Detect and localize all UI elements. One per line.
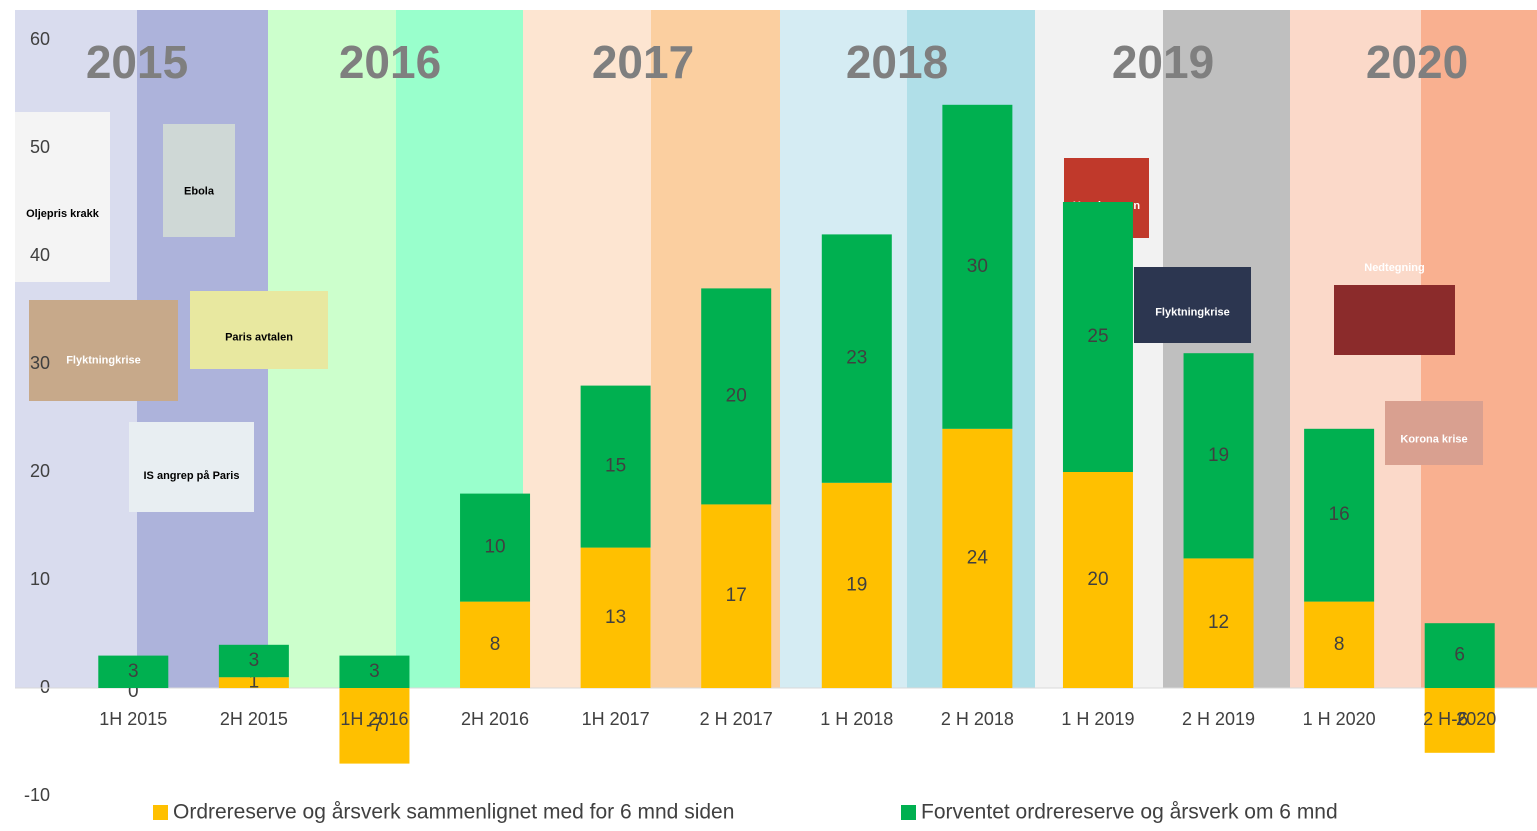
year-label: 2018 xyxy=(846,36,948,88)
value-label: 1 xyxy=(249,672,260,693)
annotation-image xyxy=(190,291,328,369)
x-tick-label: 2 H 2020 xyxy=(1423,709,1496,729)
legend-label: Forventet ordrereserve og årsverk om 6 m… xyxy=(921,801,1338,824)
bar-segment xyxy=(1062,472,1133,688)
bar-segment xyxy=(942,428,1013,688)
annotation-image xyxy=(163,124,235,237)
value-label: 24 xyxy=(967,547,989,568)
bar-segment xyxy=(821,482,892,688)
bar-segment xyxy=(1183,558,1254,688)
value-label: 8 xyxy=(490,634,501,655)
value-label: 3 xyxy=(128,661,139,682)
bar-segment xyxy=(1424,688,1495,753)
value-label: 30 xyxy=(967,256,988,277)
year-label: 2015 xyxy=(86,36,188,88)
annotation-image xyxy=(1385,401,1483,465)
x-tick-label: 2H 2015 xyxy=(220,709,288,729)
bar-segment xyxy=(339,655,410,688)
bar-segment xyxy=(1424,623,1495,688)
value-label: 19 xyxy=(1208,445,1229,466)
year-label: 2020 xyxy=(1366,36,1468,88)
y-tick-label: 0 xyxy=(40,677,50,697)
y-tick-label: 60 xyxy=(30,29,50,49)
value-label: 23 xyxy=(846,348,867,369)
annotation-label: Flyktningkrise xyxy=(66,355,141,367)
year-label: 2016 xyxy=(339,36,441,88)
value-label: 12 xyxy=(1208,612,1229,633)
bar-segment xyxy=(580,385,651,548)
y-tick-label: 40 xyxy=(30,245,50,265)
annotation-image xyxy=(1334,285,1455,355)
bar-segment xyxy=(942,104,1013,429)
y-tick-label: 30 xyxy=(30,353,50,373)
value-label: 3 xyxy=(369,661,380,682)
x-tick-label: 2 H 2018 xyxy=(941,709,1014,729)
bar-segment xyxy=(821,234,892,483)
bar-segment xyxy=(218,644,289,678)
value-label: -7 xyxy=(366,715,383,736)
value-label: 25 xyxy=(1087,326,1108,347)
y-tick-label: 10 xyxy=(30,569,50,589)
legend-label: Ordrereserve og årsverk sammenlignet med… xyxy=(173,801,734,824)
x-tick-label: 2H 2016 xyxy=(461,709,529,729)
year-label: 2019 xyxy=(1112,36,1214,88)
annotation-image xyxy=(29,300,178,401)
legend-swatch xyxy=(153,805,168,820)
year-label: 2017 xyxy=(592,36,694,88)
value-label: 3 xyxy=(249,650,260,671)
value-label: 20 xyxy=(726,385,747,406)
x-tick-label: 1H 2016 xyxy=(340,709,408,729)
bar-segment xyxy=(1304,601,1375,688)
x-tick-label: 1 H 2020 xyxy=(1303,709,1376,729)
bar-segment xyxy=(1183,353,1254,559)
annotation-image xyxy=(1134,267,1251,343)
value-label: 17 xyxy=(726,585,747,606)
x-tick-label: 1H 2017 xyxy=(582,709,650,729)
x-tick-label: 1 H 2018 xyxy=(820,709,893,729)
annotation-label: Nedtegning xyxy=(1364,262,1425,274)
y-tick-label: 50 xyxy=(30,137,50,157)
value-label: 0 xyxy=(128,681,139,702)
annotation-image xyxy=(129,422,254,512)
value-label: 19 xyxy=(846,574,867,595)
y-tick-label: 20 xyxy=(30,461,50,481)
bar-segment xyxy=(580,547,651,688)
annotation-label: Flyktningkrise xyxy=(1155,307,1230,319)
value-label: 6 xyxy=(1454,645,1465,666)
annotation-label: Oljepris krakk xyxy=(26,208,100,220)
x-tick-label: 1 H 2019 xyxy=(1061,709,1134,729)
value-label: 15 xyxy=(605,456,626,477)
value-label: 20 xyxy=(1087,569,1108,590)
annotation-label: Paris avtalen xyxy=(225,332,293,344)
bar-segment xyxy=(701,288,772,505)
value-label: 16 xyxy=(1329,504,1350,525)
value-label: 8 xyxy=(1334,634,1345,655)
bar-segment xyxy=(1062,202,1133,472)
y-tick-label: -10 xyxy=(24,785,50,805)
annotation-image xyxy=(15,112,110,282)
bar-segment xyxy=(701,504,772,688)
x-tick-label: 2 H 2019 xyxy=(1182,709,1255,729)
bar-segment xyxy=(339,688,410,764)
bar-segment xyxy=(98,655,169,688)
bar-segment xyxy=(460,601,531,688)
value-label: 13 xyxy=(605,607,626,628)
value-label: -6 xyxy=(1451,709,1468,730)
bar-segment xyxy=(218,677,289,688)
legend-swatch xyxy=(901,805,916,820)
value-label: 10 xyxy=(484,537,505,558)
x-tick-label: 1H 2015 xyxy=(99,709,167,729)
bar-segment xyxy=(1304,428,1375,602)
bar-segment xyxy=(460,493,531,602)
annotation-label: Korona krise xyxy=(1400,433,1467,445)
annotation-label: Ebola xyxy=(184,186,215,198)
x-tick-label: 2 H 2017 xyxy=(700,709,773,729)
annotation-label: IS angrep på Paris xyxy=(144,470,240,482)
